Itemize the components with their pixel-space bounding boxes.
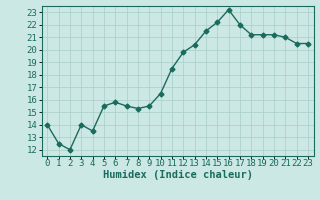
X-axis label: Humidex (Indice chaleur): Humidex (Indice chaleur) [103,170,252,180]
